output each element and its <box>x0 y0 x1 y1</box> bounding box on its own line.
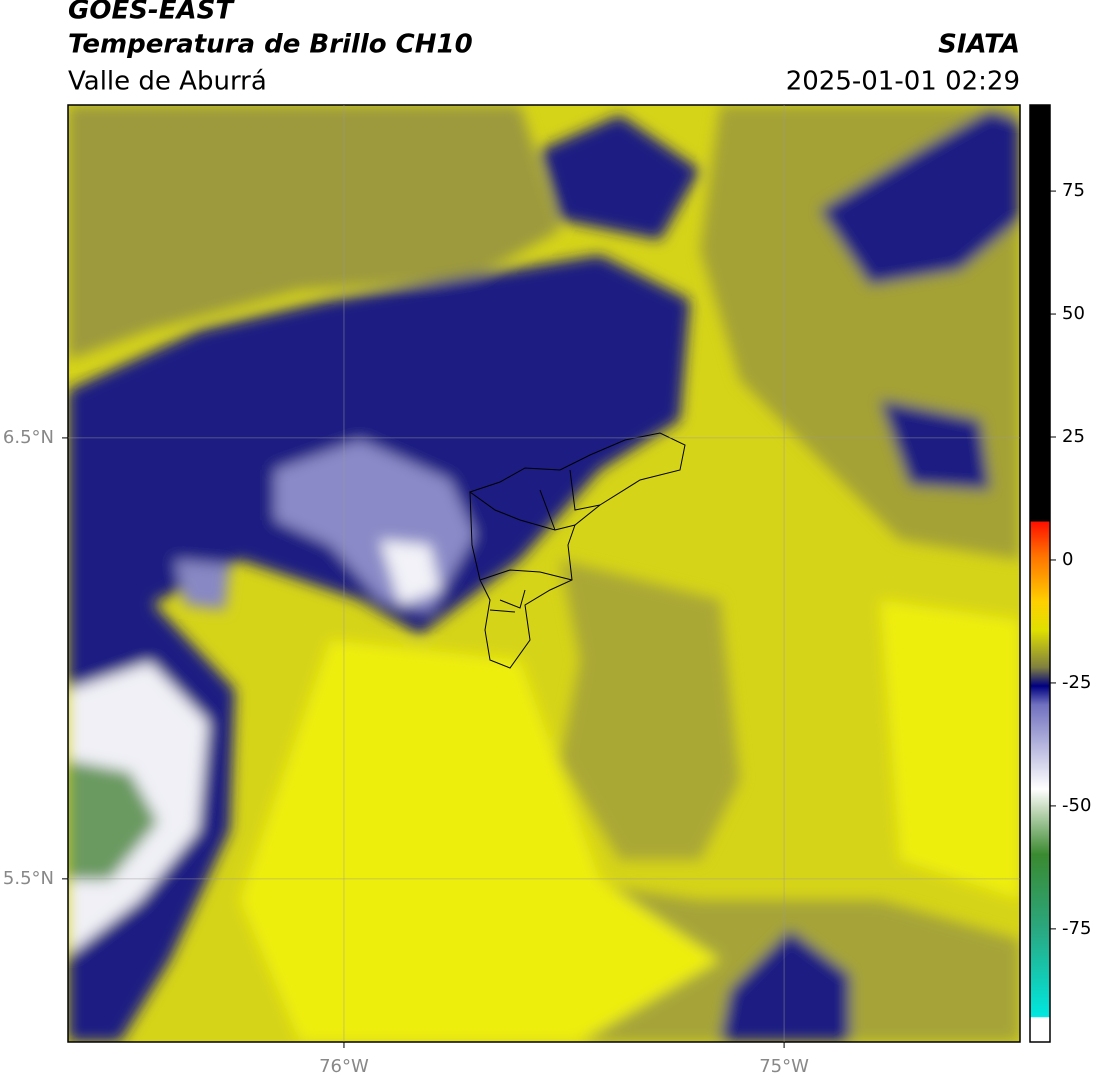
colorbar-tick-label: 75 <box>1062 180 1085 201</box>
x-tick-label: 75°W <box>759 1056 809 1077</box>
satellite-image <box>68 105 1020 1042</box>
colorbar-tick-label: -75 <box>1062 918 1091 939</box>
subtitle: Temperatura de Brillo CH10 <box>68 30 473 60</box>
colorbar-tick-label: -50 <box>1062 795 1091 816</box>
colorbar-tick-label: 50 <box>1062 303 1085 324</box>
colorbar-tick-label: 0 <box>1062 549 1073 570</box>
colorbar-tick-label: 25 <box>1062 426 1085 447</box>
datetime: 2025-01-01 02:29 <box>786 67 1020 97</box>
source: SIATA <box>938 30 1020 60</box>
region: Valle de Aburrá <box>68 67 267 97</box>
y-tick-label: 5.5°N <box>3 868 54 889</box>
map-frame <box>67 104 1021 1043</box>
x-tick-label: 76°W <box>319 1056 369 1077</box>
title: GOES-EAST <box>68 0 235 26</box>
y-tick-label: 6.5°N <box>3 427 54 448</box>
colorbar <box>1029 104 1051 1043</box>
colorbar-tick-label: -25 <box>1062 672 1091 693</box>
municipality-outlines <box>468 432 686 669</box>
